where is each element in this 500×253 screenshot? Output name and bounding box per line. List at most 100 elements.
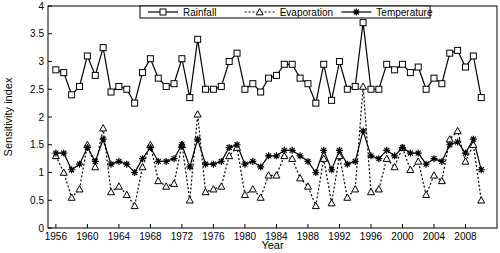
y-tick xyxy=(48,33,52,34)
point xyxy=(454,127,461,133)
point xyxy=(407,166,414,172)
point xyxy=(234,50,240,56)
legend-marker xyxy=(256,9,263,15)
x-tick xyxy=(55,224,56,228)
point xyxy=(383,155,390,161)
point xyxy=(92,72,98,78)
legend-marker xyxy=(353,9,360,16)
point xyxy=(438,177,445,183)
point xyxy=(257,194,264,200)
point xyxy=(179,56,185,62)
point xyxy=(478,95,484,101)
point xyxy=(202,161,209,168)
point xyxy=(383,147,390,154)
point xyxy=(368,86,374,92)
y-tick-label: 3.5 xyxy=(30,28,44,39)
point xyxy=(139,163,146,169)
point xyxy=(312,202,319,208)
point xyxy=(415,150,422,157)
point xyxy=(241,161,248,168)
point xyxy=(313,100,319,106)
point xyxy=(375,186,382,192)
point xyxy=(202,188,209,194)
point xyxy=(305,81,311,87)
x-tick xyxy=(213,224,214,228)
y-tick xyxy=(48,172,52,173)
x-tick xyxy=(370,224,371,228)
y-axis-label: Sensitivity index xyxy=(2,77,14,156)
point xyxy=(391,163,398,169)
point xyxy=(415,158,422,164)
point xyxy=(178,141,185,148)
point xyxy=(124,86,130,92)
point xyxy=(336,147,343,154)
legend-marker xyxy=(160,9,166,15)
x-tick-label: 1980 xyxy=(234,231,257,242)
x-tick xyxy=(307,224,308,228)
point xyxy=(131,202,138,208)
x-tick-label: 1960 xyxy=(76,231,99,242)
point xyxy=(423,86,429,92)
x-tick xyxy=(276,224,277,228)
point xyxy=(265,172,272,178)
point xyxy=(430,172,437,178)
point xyxy=(108,161,115,168)
point xyxy=(178,141,185,147)
point xyxy=(328,166,335,173)
point xyxy=(392,67,398,73)
point xyxy=(250,81,256,87)
point xyxy=(100,136,107,143)
x-tick-label: 1968 xyxy=(139,231,162,242)
point xyxy=(289,61,295,67)
point xyxy=(281,61,287,67)
point xyxy=(399,61,405,67)
point xyxy=(210,161,217,168)
y-tick xyxy=(48,144,52,145)
point xyxy=(163,158,170,165)
point xyxy=(312,169,319,176)
point xyxy=(352,158,359,165)
point xyxy=(376,86,382,92)
point xyxy=(241,191,248,197)
point xyxy=(470,136,477,143)
point xyxy=(171,155,178,162)
point xyxy=(328,200,335,206)
point xyxy=(60,169,67,175)
point xyxy=(430,155,437,162)
y-tick-label: 1 xyxy=(38,167,44,178)
point xyxy=(92,158,99,165)
x-tick xyxy=(150,224,151,228)
point xyxy=(210,186,217,192)
plot-frame xyxy=(48,6,497,228)
point xyxy=(304,183,311,189)
point xyxy=(297,152,304,159)
point xyxy=(60,150,67,157)
x-tick-label: 2000 xyxy=(391,231,414,242)
x-tick-label: 1992 xyxy=(328,231,351,242)
point xyxy=(116,83,122,89)
y-tick xyxy=(48,228,52,229)
point xyxy=(226,152,233,158)
y-tick-label: 1.5 xyxy=(30,139,44,150)
point xyxy=(320,155,327,161)
point xyxy=(415,64,421,70)
point xyxy=(155,177,162,183)
x-tick-label: 2004 xyxy=(423,231,446,242)
point xyxy=(446,136,453,142)
point xyxy=(257,163,264,170)
point xyxy=(69,92,75,98)
y-tick xyxy=(48,6,52,7)
point xyxy=(76,186,83,192)
point xyxy=(147,144,154,151)
x-tick-label: 1972 xyxy=(171,231,194,242)
point xyxy=(68,194,75,200)
point xyxy=(163,83,169,89)
legend-label: Rainfall xyxy=(183,7,216,18)
series-line xyxy=(56,131,481,173)
legend-label: Evaporation xyxy=(280,7,333,18)
point xyxy=(195,36,201,42)
x-tick xyxy=(402,224,403,228)
point xyxy=(384,61,390,67)
point xyxy=(68,166,75,173)
point xyxy=(289,155,296,161)
